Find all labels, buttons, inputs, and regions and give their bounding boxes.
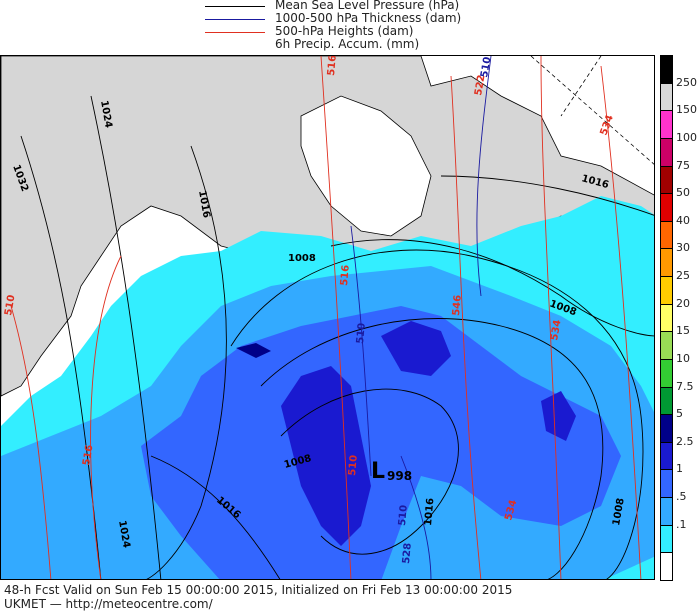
colorbar-swatch (660, 248, 673, 278)
thickness-label: 528 (401, 542, 414, 564)
height-label: 510 (347, 454, 360, 476)
colorbar-label: 5 (676, 407, 683, 421)
height-label: 516 (339, 264, 352, 286)
colorbar-swatch (660, 165, 673, 195)
precip-mid-blue (141, 306, 621, 579)
legend-item-heights: 500-hPa Heights (dam) (205, 24, 505, 39)
colorbar-swatch (660, 193, 673, 222)
height-label: 516 (326, 56, 339, 76)
colorbar-label: 75 (676, 158, 690, 172)
colorbar-swatch (660, 469, 673, 499)
precip-navy (236, 343, 271, 358)
precip-dark-blue (281, 366, 371, 546)
colorbar-swatch (660, 524, 673, 554)
colorbar-label: 15 (676, 324, 690, 338)
colorbar-swatch (660, 276, 673, 305)
colorbar-swatch (660, 303, 673, 333)
land-hudson-bay (300, 95, 432, 237)
colorbar-swatch (660, 497, 673, 526)
colorbar-label: 10 (676, 351, 690, 365)
colorbar-swatch (660, 358, 673, 388)
thickness-contours (350, 56, 492, 579)
colorbar-swatch (660, 55, 673, 84)
precip-dark-blue-3 (541, 391, 576, 441)
colorbar-swatch (660, 552, 673, 581)
isobar-label: 1016 (196, 190, 212, 219)
colorbar-swatch (660, 331, 673, 360)
legend-item-mslp: Mean Sea Level Pressure (hPa) (205, 0, 505, 13)
height-label: 546 (451, 294, 464, 316)
weather-map: 1032 1024 1016 1008 1008 1016 1008 1016 … (0, 55, 655, 580)
legend-label: Mean Sea Level Pressure (hPa) (275, 0, 460, 12)
colorbar-swatch (660, 137, 673, 167)
colorbar-label: 25 (676, 269, 690, 283)
colorbar-swatch (660, 441, 673, 471)
colorbar-label: 150 (676, 103, 697, 117)
height-label: 522 (473, 74, 487, 97)
isobar-label: 1024 (98, 100, 114, 129)
isobars (20, 95, 654, 579)
isobar-label: 1008 (288, 253, 316, 264)
thickness-label: 510 (397, 504, 410, 526)
colorbar-swatch (660, 386, 673, 416)
colorbar-label: 20 (676, 296, 690, 310)
colorbar-swatch (660, 220, 673, 250)
height-label: 516 (81, 444, 95, 467)
low-pressure-value: 998 (387, 469, 412, 483)
colorbar-label: 250 (676, 75, 697, 89)
forecast-valid-text: 48-h Fcst Valid on Sun Feb 15 00:00:00 2… (4, 583, 513, 597)
height-labels: 510 516 516 516 522 534 534 534 510 546 (3, 56, 616, 522)
legend-label: 1000-500 hPa Thickness (dam) (275, 11, 462, 25)
colorbar-label: 2.5 (676, 434, 694, 448)
low-pressure-symbol: L (371, 459, 385, 484)
thickness-label: 510 (355, 322, 368, 344)
thickness-label: 510 (479, 56, 493, 79)
isobar-label: 1024 (116, 520, 132, 549)
height-label: 534 (503, 499, 519, 522)
colorbar-label: 7.5 (676, 379, 694, 393)
height-label: 510 (3, 294, 17, 317)
colorbar-swatch (660, 414, 673, 443)
colorbar-label: .5 (676, 490, 687, 504)
colorbar-label: 40 (676, 213, 690, 227)
legend-item-thickness: 1000-500 hPa Thickness (dam) (205, 11, 505, 26)
heights-contours (10, 56, 642, 579)
legend-label: 500-hPa Heights (dam) (275, 24, 414, 38)
legend-label: 6h Precip. Accum. (mm) (275, 37, 420, 51)
map-legend: Mean Sea Level Pressure (hPa) 1000-500 h… (205, 0, 505, 52)
colorbar-label: .1 (676, 517, 687, 531)
thickness-labels: 510 510 510 528 (355, 56, 494, 564)
colorbar-label: 30 (676, 241, 690, 255)
precip-dark-blue-2 (381, 321, 451, 376)
isobar-label: 1008 (611, 497, 627, 526)
colorbar-label: 1 (676, 462, 683, 476)
isobar-label: 1016 (423, 498, 436, 527)
colorbar-swatch (660, 110, 673, 139)
map-footer: 48-h Fcst Valid on Sun Feb 15 00:00:00 2… (4, 583, 694, 611)
source-credit: UKMET — http://meteocentre.com/ (4, 597, 213, 611)
precip-colorbar: 250 150 100 75 50 40 30 25 20 15 10 7.5 5 2.5 1 .5 .1 (660, 55, 700, 581)
colorbar-label: 50 (676, 186, 690, 200)
map-dashed-boundary (560, 56, 602, 117)
colorbar-swatch (660, 82, 673, 112)
map-canvas: 1032 1024 1016 1008 1008 1016 1008 1016 … (1, 56, 654, 579)
height-label: 534 (549, 319, 563, 342)
colorbar-label: 100 (676, 130, 697, 144)
legend-item-precip: 6h Precip. Accum. (mm) (205, 37, 505, 52)
